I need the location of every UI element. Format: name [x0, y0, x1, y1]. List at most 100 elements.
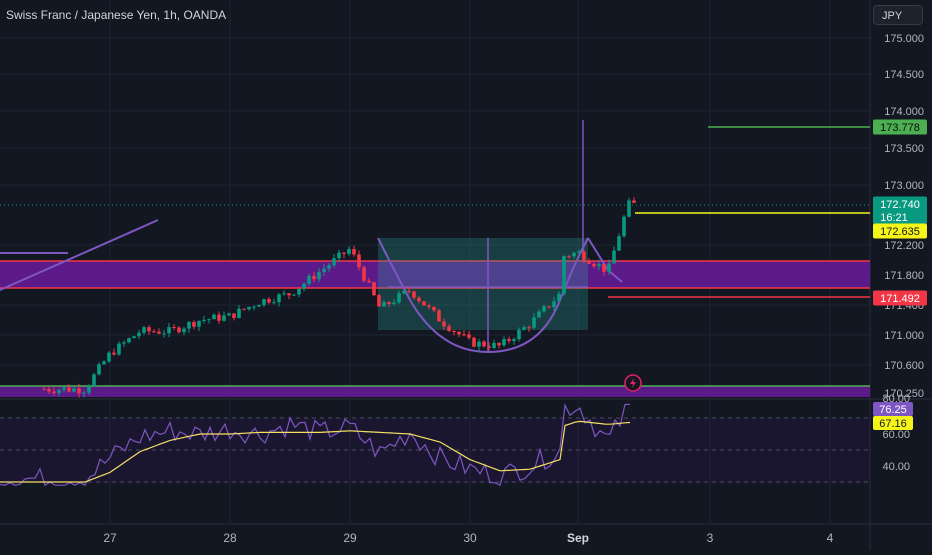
candle-body — [587, 260, 591, 264]
candle-body — [352, 249, 356, 255]
time-tick-label: Sep — [567, 531, 589, 545]
rsi-badge-bg — [873, 416, 913, 430]
candle-body — [137, 332, 141, 337]
rsi-badge-label: 67.16 — [879, 418, 907, 430]
price-tick-label: 174.500 — [884, 69, 924, 81]
price-tick-label: 173.000 — [884, 180, 924, 192]
price-badge-bg — [873, 119, 927, 135]
candle-body — [432, 306, 436, 311]
candle-body — [202, 319, 206, 321]
price-tick-label: 170.250 — [884, 388, 924, 400]
candle-body — [222, 315, 226, 321]
candle-body — [212, 314, 216, 320]
candle-body — [172, 327, 176, 329]
candle-body — [307, 275, 311, 284]
price-tick-label: 172.200 — [884, 240, 924, 252]
candle-body — [462, 334, 466, 336]
rsi-badge: 67.16 — [873, 416, 913, 430]
candle-body — [437, 310, 441, 322]
candle-body — [607, 263, 611, 272]
candle-body — [472, 337, 476, 347]
supply-demand-zone[interactable] — [0, 261, 870, 288]
candle-body — [177, 327, 181, 333]
candle-body — [132, 336, 136, 339]
candle-body — [382, 302, 386, 307]
candle-body — [392, 302, 396, 305]
trend-line[interactable] — [0, 219, 159, 291]
candle-body — [582, 251, 586, 261]
support-zone[interactable] — [0, 386, 870, 397]
candle-body — [627, 200, 631, 217]
candle-body — [72, 388, 76, 392]
cup-pattern[interactable] — [377, 237, 589, 354]
candle-body — [232, 313, 236, 319]
candle-body — [487, 346, 491, 348]
candle-body — [502, 339, 506, 346]
candle-body — [67, 387, 71, 392]
candle-body — [617, 236, 621, 251]
candle-body — [512, 339, 516, 341]
candle-body — [567, 256, 571, 258]
candle-body — [367, 280, 371, 283]
time-tick-label: 3 — [707, 531, 714, 545]
rsi-tick-label: 40.00 — [882, 461, 910, 473]
candle-body — [537, 311, 541, 318]
candle-body — [597, 264, 601, 267]
candle-body — [192, 321, 196, 327]
candle-body — [277, 294, 281, 303]
candle-body — [152, 331, 156, 333]
candle-body — [417, 297, 421, 302]
candle-body — [497, 342, 501, 346]
rsi-tick-label: 60.00 — [882, 429, 910, 441]
candle-body — [552, 301, 556, 308]
price-tick-label: 175.000 — [884, 33, 924, 45]
currency-button[interactable]: JPY — [873, 5, 923, 25]
price-tick-label: 171.800 — [884, 270, 924, 282]
candle-body — [262, 299, 266, 306]
candle-body — [242, 308, 246, 310]
candle-body — [397, 293, 401, 303]
candle-body — [102, 361, 106, 365]
candle-body — [507, 339, 511, 341]
candle-body — [412, 291, 416, 298]
candle-body — [467, 334, 471, 338]
candle-body — [47, 389, 51, 392]
candle-body — [387, 302, 391, 305]
candle-body — [97, 364, 101, 375]
candle-body — [442, 321, 446, 327]
rsi-badge: 76.25 — [873, 402, 913, 416]
price-badge-label: 172.635 — [880, 226, 920, 238]
candle-body — [347, 249, 351, 254]
candle-body — [517, 329, 521, 340]
price-badge-countdown: 16:21 — [880, 212, 908, 224]
time-tick-label: 29 — [343, 531, 357, 545]
candle-body — [522, 327, 526, 330]
price-badge: 171.492 — [873, 290, 927, 306]
price-tick-label: 170.600 — [884, 360, 924, 372]
candle-body — [542, 306, 546, 312]
candle-body — [452, 330, 456, 332]
candle-body — [492, 342, 496, 348]
candle-body — [532, 317, 536, 328]
candle-body — [477, 341, 481, 347]
candle-body — [57, 389, 61, 394]
candle-body — [77, 388, 81, 394]
candle-body — [257, 305, 261, 307]
pattern-target-area — [378, 238, 588, 330]
candle-body — [297, 288, 301, 295]
candle-body — [147, 327, 151, 332]
price-badge-bg — [873, 290, 927, 306]
price-badge-label: 171.492 — [880, 293, 920, 305]
lightning-icon[interactable] — [624, 374, 642, 392]
price-tick-label: 171.000 — [884, 330, 924, 342]
candle-body — [227, 313, 231, 316]
candle-body — [312, 275, 316, 280]
candle-body — [572, 252, 576, 257]
candle-body — [52, 391, 56, 394]
candle-body — [372, 282, 376, 296]
candle-body — [82, 392, 86, 394]
price-badge-label: 173.778 — [880, 122, 920, 134]
candle-body — [447, 326, 451, 331]
